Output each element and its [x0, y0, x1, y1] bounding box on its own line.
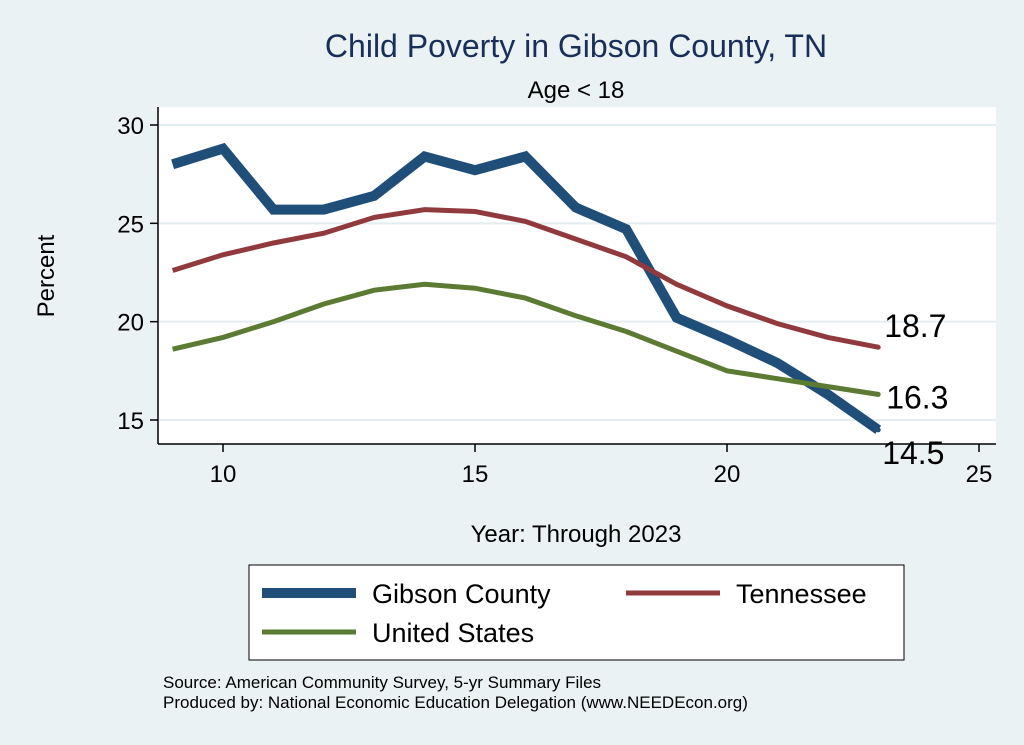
x-tick-label-15: 15 — [462, 461, 489, 488]
legend: Gibson County Tennessee United States — [248, 564, 905, 661]
series-line-tennessee — [171, 207, 879, 350]
y-tick-label-15: 15 — [117, 408, 144, 435]
axes: 15 20 25 30 10 15 20 25 — [117, 107, 996, 488]
chart-title: Child Poverty in Gibson County, TN — [325, 28, 827, 64]
end-label-united-states: 16.3 — [886, 379, 948, 415]
y-tick-label-30: 30 — [117, 113, 144, 140]
end-label-gibson-county: 14.5 — [882, 435, 944, 471]
series-end-point-gibson-county — [875, 427, 881, 433]
legend-label-united-states: United States — [372, 618, 534, 648]
x-axis-label: Year: Through 2023 — [471, 521, 682, 548]
chart-subtitle: Age < 18 — [528, 77, 625, 104]
legend-label-tennessee: Tennessee — [736, 579, 867, 609]
y-tick-label-20: 20 — [117, 310, 144, 337]
legend-label-gibson-county: Gibson County — [372, 579, 551, 609]
x-tick-label-20: 20 — [714, 461, 741, 488]
series-group — [171, 142, 882, 434]
y-tick-label-25: 25 — [117, 211, 144, 238]
y-axis-label: Percent — [33, 234, 60, 317]
source-line-1: Source: American Community Survey, 5-yr … — [163, 673, 601, 692]
source-line-2: Produced by: National Economic Education… — [163, 693, 748, 712]
series-end-point-tennessee — [875, 344, 881, 350]
x-tick-label-25: 25 — [966, 461, 993, 488]
end-labels: 14.5 18.7 16.3 — [882, 308, 948, 471]
series-end-point-united-states — [875, 391, 881, 397]
series-line-united-states — [172, 281, 879, 397]
series-line-gibson-county — [171, 142, 882, 434]
plot-area — [158, 107, 996, 444]
end-label-tennessee: 18.7 — [884, 308, 946, 344]
x-tick-label-10: 10 — [210, 461, 237, 488]
legend-box — [248, 564, 905, 661]
